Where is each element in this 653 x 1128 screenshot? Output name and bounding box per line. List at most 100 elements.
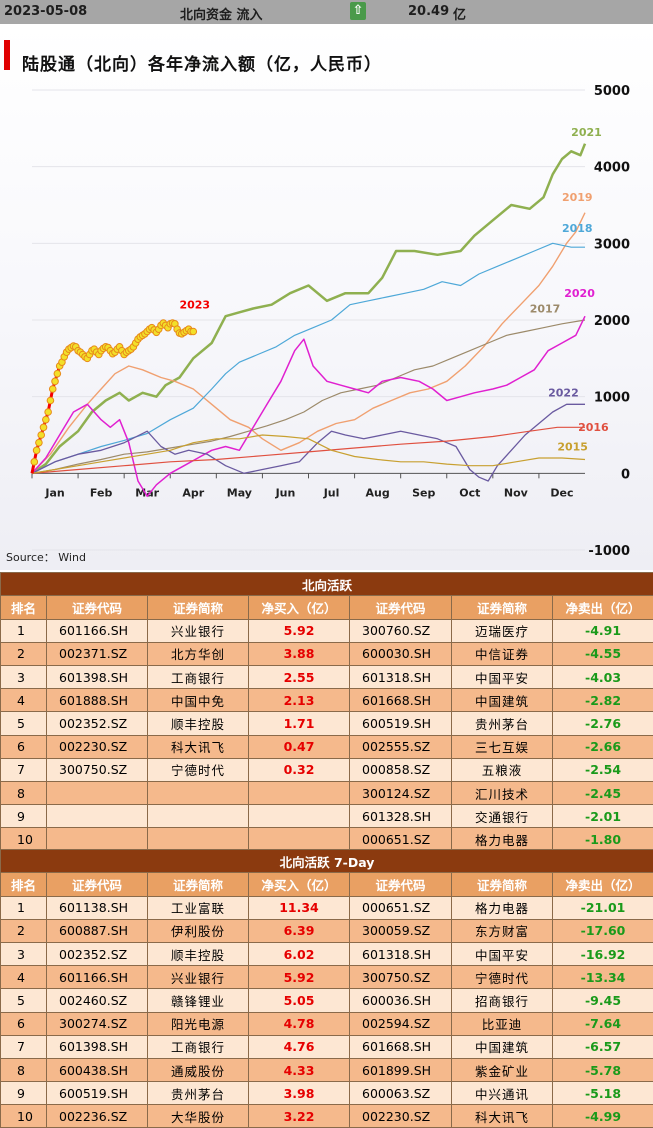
x-tick-label: Jul bbox=[323, 486, 340, 499]
rank-cell: 3 bbox=[1, 665, 47, 688]
data-point-2023 bbox=[38, 432, 45, 439]
sell-name-cell: 贵州茅台 bbox=[452, 712, 553, 735]
rank-cell: 5 bbox=[1, 989, 47, 1012]
column-header: 证券简称 bbox=[452, 596, 553, 620]
buy-code-cell: 002371.SZ bbox=[47, 642, 148, 665]
sell-code-cell: 601668.SH bbox=[350, 689, 452, 712]
column-header: 净买入（亿） bbox=[249, 596, 350, 620]
rank-cell: 2 bbox=[1, 642, 47, 665]
column-header: 排名 bbox=[1, 596, 47, 620]
series-line-2019 bbox=[32, 213, 585, 474]
column-header: 净买入（亿） bbox=[249, 873, 350, 897]
rank-cell: 7 bbox=[1, 758, 47, 781]
net-buy-cell bbox=[249, 781, 350, 804]
buy-name-cell bbox=[148, 805, 249, 828]
buy-code-cell: 601138.SH bbox=[47, 896, 148, 919]
series-label-2019: 2019 bbox=[562, 191, 593, 204]
rank-cell: 4 bbox=[1, 689, 47, 712]
sell-code-cell: 600519.SH bbox=[350, 712, 452, 735]
sell-code-cell: 601328.SH bbox=[350, 805, 452, 828]
net-buy-cell: 3.22 bbox=[249, 1105, 350, 1128]
sell-name-cell: 东方财富 bbox=[452, 919, 553, 942]
series-label-2015: 2015 bbox=[557, 440, 588, 453]
column-header: 净卖出（亿） bbox=[553, 596, 653, 620]
sell-name-cell: 紫金矿业 bbox=[452, 1058, 553, 1081]
net-sell-cell: -17.60 bbox=[553, 919, 653, 942]
rank-cell: 1 bbox=[1, 896, 47, 919]
sell-code-cell: 601318.SH bbox=[350, 942, 452, 965]
series-label-2016: 2016 bbox=[578, 421, 609, 434]
net-sell-cell: -4.55 bbox=[553, 642, 653, 665]
net-sell-cell: -2.82 bbox=[553, 689, 653, 712]
sell-code-cell: 300750.SZ bbox=[350, 966, 452, 989]
y-tick-label: 3000 bbox=[594, 237, 630, 252]
net-buy-cell bbox=[249, 805, 350, 828]
net-sell-cell: -21.01 bbox=[553, 896, 653, 919]
buy-name-cell: 阳光电源 bbox=[148, 1012, 249, 1035]
column-header: 证券简称 bbox=[148, 873, 249, 897]
y-tick-label: 4000 bbox=[594, 161, 630, 176]
data-point-2023 bbox=[43, 416, 50, 423]
net-buy-cell: 2.55 bbox=[249, 665, 350, 688]
up-arrow-icon: ⇧ bbox=[350, 2, 366, 20]
net-sell-cell: -1.80 bbox=[553, 828, 653, 851]
rank-cell: 8 bbox=[1, 1058, 47, 1081]
sell-code-cell: 600030.SH bbox=[350, 642, 452, 665]
net-buy-cell: 0.32 bbox=[249, 758, 350, 781]
net-sell-cell: -4.91 bbox=[553, 619, 653, 642]
sell-code-cell: 000651.SZ bbox=[350, 828, 452, 851]
buy-code-cell: 601166.SH bbox=[47, 619, 148, 642]
buy-name-cell: 伊利股份 bbox=[148, 919, 249, 942]
net-sell-cell: -4.99 bbox=[553, 1105, 653, 1128]
table-title: 北向活跃 7-Day bbox=[1, 850, 653, 873]
buy-name-cell: 北方华创 bbox=[148, 642, 249, 665]
buy-code-cell bbox=[47, 805, 148, 828]
column-header: 证券代码 bbox=[350, 873, 452, 897]
flow-unit: 亿 bbox=[453, 4, 466, 23]
flow-amount: 20.49 bbox=[408, 4, 449, 19]
x-tick-label: Sep bbox=[412, 486, 435, 499]
rank-cell: 3 bbox=[1, 942, 47, 965]
table-title: 北向活跃 bbox=[1, 573, 653, 596]
sell-name-cell: 宁德时代 bbox=[452, 966, 553, 989]
buy-code-cell: 601398.SH bbox=[47, 665, 148, 688]
buy-code-cell: 600519.SH bbox=[47, 1082, 148, 1105]
series-label-2020: 2020 bbox=[564, 287, 595, 300]
x-tick-label: Aug bbox=[366, 486, 390, 499]
net-buy-cell: 11.34 bbox=[249, 896, 350, 919]
sell-code-cell: 300760.SZ bbox=[350, 619, 452, 642]
net-buy-cell: 4.33 bbox=[249, 1058, 350, 1081]
rank-cell: 10 bbox=[1, 1105, 47, 1128]
net-buy-cell: 5.05 bbox=[249, 989, 350, 1012]
y-tick-label: 5000 bbox=[594, 84, 630, 99]
net-buy-cell: 1.71 bbox=[249, 712, 350, 735]
sell-name-cell: 中国建筑 bbox=[452, 1035, 553, 1058]
rank-cell: 9 bbox=[1, 1082, 47, 1105]
sell-code-cell: 600063.SZ bbox=[350, 1082, 452, 1105]
series-label-2017: 2017 bbox=[530, 302, 561, 315]
y-tick-label: 2000 bbox=[594, 314, 630, 329]
series-line-2015 bbox=[32, 435, 585, 473]
buy-name-cell bbox=[148, 828, 249, 851]
net-sell-cell: -16.92 bbox=[553, 942, 653, 965]
